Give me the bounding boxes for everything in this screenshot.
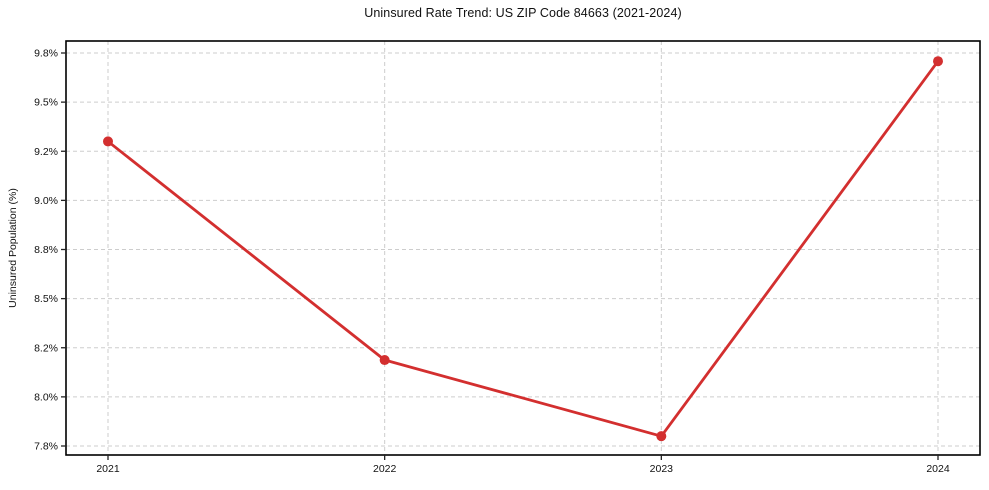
data-point — [379, 355, 390, 366]
y-tick-label: 8.5% — [34, 293, 58, 305]
y-tick-label: 9.0% — [34, 195, 58, 207]
x-tick-label: 2023 — [650, 463, 674, 475]
trend-line — [106, 59, 940, 438]
chart-title: Uninsured Rate Trend: US ZIP Code 84663 … — [364, 6, 682, 20]
data-point — [656, 431, 667, 442]
y-tick-label: 9.2% — [34, 146, 58, 158]
x-tick-label: 2021 — [96, 463, 120, 475]
plot-box — [65, 40, 981, 456]
y-tick-label: 9.8% — [34, 48, 58, 60]
y-tick-label: 7.8% — [34, 441, 58, 453]
y-tick-label: 8.2% — [34, 342, 58, 354]
y-tick-label: 8.0% — [34, 391, 58, 403]
y-tick-label: 8.8% — [34, 244, 58, 256]
data-point — [103, 136, 113, 147]
x-tick-label: 2024 — [926, 463, 950, 475]
data-point — [933, 56, 943, 67]
x-tick-label: 2022 — [373, 463, 397, 475]
y-tick-label: 9.5% — [34, 97, 58, 109]
